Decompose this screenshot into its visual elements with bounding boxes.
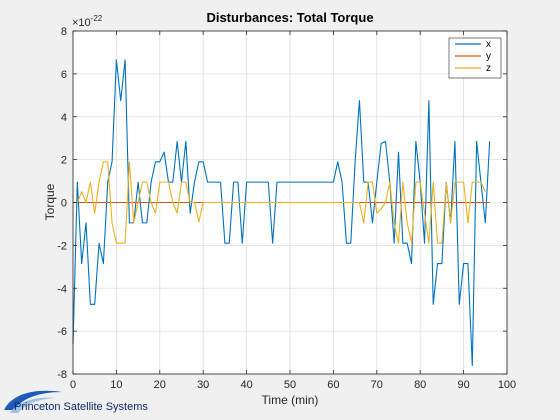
y-tick-label: -8 xyxy=(57,369,67,381)
y-exponent-label: ×10-22 xyxy=(72,14,103,29)
legend-label-y: y xyxy=(486,51,491,62)
x-tick-label: 0 xyxy=(70,379,76,391)
x-tick-label: 90 xyxy=(457,379,469,391)
legend-label-z: z xyxy=(486,63,491,74)
x-tick-label: 20 xyxy=(154,379,166,391)
chart-title: Disturbances: Total Torque xyxy=(206,10,373,25)
axis-ticks: 0 10 20 30 40 50 60 70 80 90 100 -8 -6 -4 -2 0 2 4 6 8 xyxy=(57,26,516,391)
x-tick-label: 30 xyxy=(197,379,209,391)
y-tick-label: 4 xyxy=(61,112,67,124)
y-tick-label: -6 xyxy=(57,326,67,338)
x-axis-label: Time (min) xyxy=(262,393,319,407)
logo-swoosh-icon xyxy=(4,390,62,410)
y-axis-label: Torque xyxy=(43,183,57,220)
y-tick-label: 8 xyxy=(61,26,67,38)
x-tick-label: 70 xyxy=(371,379,383,391)
logo-swoosh-inner-icon xyxy=(10,397,56,413)
legend-box xyxy=(448,37,502,79)
legend-label-x: x xyxy=(486,39,491,50)
series-lines xyxy=(72,59,491,366)
x-tick-label: 40 xyxy=(240,379,252,391)
y-tick-label: 2 xyxy=(61,155,67,167)
x-tick-label: 100 xyxy=(498,379,516,391)
y-tick-label: 0 xyxy=(61,198,67,210)
y-tick-label: -2 xyxy=(57,240,67,252)
legend: xyz xyxy=(448,37,502,79)
x-tick-label: 50 xyxy=(284,379,296,391)
y-tick-label: 6 xyxy=(61,69,67,81)
company-logo: Princeton Satellite Systems xyxy=(4,390,148,413)
y-exponent-power: -22 xyxy=(91,14,103,23)
x-tick-label: 60 xyxy=(327,379,339,391)
series-line-z xyxy=(76,161,486,244)
y-tick-label: -4 xyxy=(57,283,67,295)
y-exponent-base: ×10 xyxy=(72,17,91,29)
x-tick-label: 10 xyxy=(110,379,122,391)
logo-text: Princeton Satellite Systems xyxy=(14,401,148,413)
x-tick-label: 80 xyxy=(414,379,426,391)
